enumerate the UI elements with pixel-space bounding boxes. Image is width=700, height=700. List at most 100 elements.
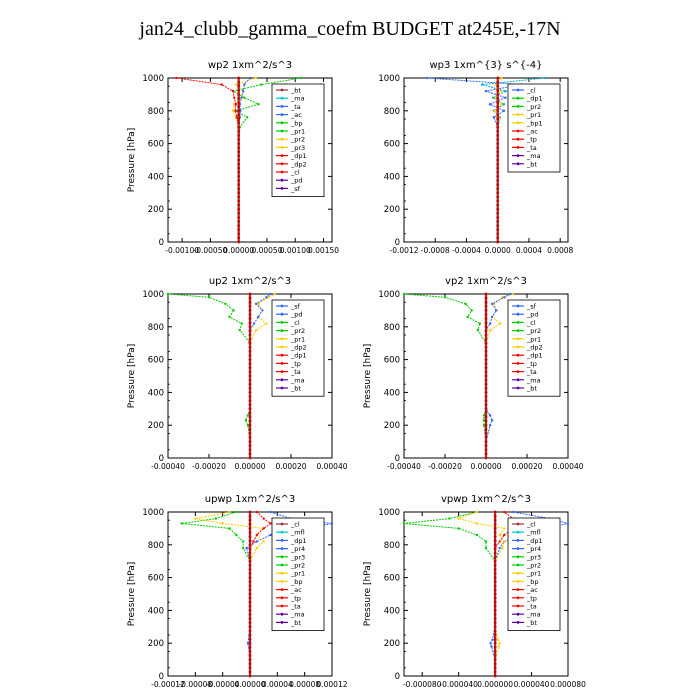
profile-marker	[248, 350, 252, 353]
profile-marker	[496, 240, 500, 244]
data-point	[207, 296, 211, 299]
data-point	[299, 76, 303, 80]
profile-marker	[237, 207, 241, 211]
profile-marker	[248, 617, 252, 620]
legend-marker	[280, 345, 284, 349]
profile-marker	[237, 154, 241, 158]
profile-marker	[248, 580, 252, 584]
profile-marker	[248, 629, 252, 633]
series-line	[457, 511, 506, 676]
profile-marker	[493, 510, 497, 514]
profile-marker	[237, 236, 241, 240]
profile-marker	[493, 604, 497, 608]
profile-marker	[237, 134, 241, 137]
data-point	[224, 302, 227, 306]
data-point	[269, 292, 272, 296]
profile-marker	[248, 432, 252, 435]
y-tick-label: 1000	[142, 508, 164, 518]
legend-marker	[280, 321, 284, 324]
x-tick-label: -0.000040	[439, 680, 478, 689]
legend-label: _cl	[290, 169, 300, 177]
page-title: jan24_clubb_gamma_coefm BUDGET at245E,-1…	[139, 18, 561, 40]
profile-marker	[496, 166, 500, 170]
data-point	[235, 510, 238, 514]
legend-label: _tp	[526, 360, 537, 368]
legend-label: _ac	[526, 586, 538, 594]
y-tick-label: 200	[148, 205, 164, 215]
profile-marker	[248, 551, 252, 555]
profile-marker	[248, 543, 252, 547]
legend-marker	[280, 362, 284, 365]
legend-marker	[280, 162, 284, 166]
data-point	[466, 315, 469, 319]
profile-marker	[237, 179, 241, 182]
profile-marker	[248, 386, 252, 390]
data-point	[255, 510, 259, 514]
data-point	[231, 89, 235, 93]
profile-marker	[484, 366, 488, 370]
legend-label: _mfl	[290, 529, 305, 537]
legend-marker	[280, 353, 284, 357]
y-tick-label: 800	[148, 541, 164, 551]
legend-label: _bp	[526, 578, 539, 586]
profile-marker	[496, 207, 500, 211]
profile-marker	[248, 366, 252, 370]
profile-marker	[248, 345, 252, 349]
data-point	[257, 315, 260, 319]
profile-marker	[248, 427, 252, 431]
profile-marker	[237, 101, 241, 104]
profile-marker	[496, 170, 500, 174]
profile-marker	[496, 183, 500, 187]
x-tick-label: 0.00040	[316, 462, 347, 471]
profile-marker	[248, 637, 252, 641]
profile-marker	[248, 337, 252, 341]
legend-label: _pr4	[526, 545, 541, 553]
profile-marker	[248, 559, 252, 563]
legend-marker	[516, 96, 520, 100]
profile-marker	[237, 183, 241, 187]
data-point	[489, 642, 492, 645]
x-tick-label: 0.00000	[223, 246, 254, 255]
data-point	[248, 76, 252, 80]
profile-marker	[248, 633, 252, 637]
x-tick-label: -0.00012	[151, 680, 185, 689]
profile-marker	[484, 325, 488, 329]
profile-marker	[237, 84, 241, 88]
y-axis-label: Pressure [hPa]	[363, 344, 373, 409]
profile-marker	[496, 93, 500, 96]
x-tick-label: 0.00000	[234, 462, 265, 471]
legend-label: _ma	[290, 611, 305, 619]
profile-marker	[496, 162, 500, 166]
data-point	[228, 527, 231, 530]
data-point	[232, 103, 236, 106]
chart-panel-6: vpwp 1xm^2/s^3 0 200 400 600 800 1000 -0.000080…	[363, 494, 586, 689]
data-point	[257, 103, 260, 106]
profile-marker	[484, 304, 488, 308]
y-tick-label: 800	[384, 323, 400, 333]
data-point	[504, 89, 507, 93]
x-tick-label: 0.00100	[280, 246, 311, 255]
profile-marker	[484, 456, 488, 460]
profile-marker	[248, 309, 252, 312]
data-point	[269, 522, 272, 525]
legend-marker	[516, 162, 520, 166]
profile-marker	[484, 378, 488, 382]
profile-marker	[237, 162, 241, 166]
chart-title: upwp 1xm^2/s^3	[205, 494, 295, 505]
profile-marker	[496, 134, 500, 137]
profile-marker	[484, 403, 488, 407]
profile-marker	[237, 195, 241, 199]
chart-title: wp3 1xm^{3} s^{-4}	[429, 60, 542, 71]
profile-marker	[493, 629, 497, 633]
profile-marker	[493, 572, 497, 575]
profile-marker	[248, 604, 252, 608]
data-point	[261, 309, 264, 312]
chart-panel-5: upwp 1xm^2/s^302004006008001000-0.00012-…	[127, 494, 348, 689]
legend-marker	[280, 329, 284, 332]
legend-label: _pd	[526, 311, 539, 319]
data-point	[490, 645, 493, 648]
profile-marker	[496, 179, 500, 182]
legend-label: _ta	[526, 603, 537, 611]
profile-marker	[493, 613, 497, 616]
chart-title: wp2 1xm^2/s^3	[208, 60, 292, 71]
